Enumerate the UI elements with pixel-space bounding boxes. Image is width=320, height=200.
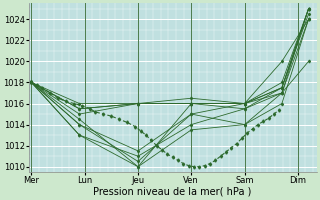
X-axis label: Pression niveau de la mer( hPa ): Pression niveau de la mer( hPa )	[93, 187, 252, 197]
